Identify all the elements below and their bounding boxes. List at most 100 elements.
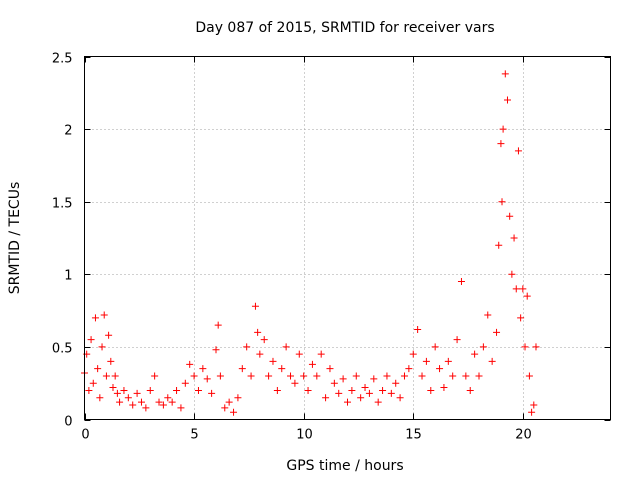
data-point [506,212,514,220]
data-point [508,270,516,278]
data-point [243,343,251,351]
data-point [177,404,185,412]
data-point [234,394,242,402]
data-point [151,372,159,380]
data-point [247,372,255,380]
data-point [427,386,435,394]
data-point [431,343,439,351]
data-point [317,350,325,358]
data-point [499,125,507,133]
data-point [155,398,163,406]
data-point [444,357,452,365]
data-point [96,394,104,402]
data-point [181,379,189,387]
data-point [278,365,286,373]
data-point [203,375,211,383]
y-tick-label: 0.5 [52,342,73,357]
data-point [387,389,395,397]
data-point [457,278,465,286]
data-point [501,70,509,78]
data-point [503,96,511,104]
data-point [370,375,378,383]
data-point [409,350,417,358]
data-point [475,372,483,380]
data-point [265,372,273,380]
y-tick-label: 2 [64,124,72,139]
data-point [532,343,540,351]
data-point [146,386,154,394]
data-point [436,365,444,373]
y-axis-label: SRMTID / TECUs [7,182,23,295]
data-point [238,365,246,373]
data-point [414,325,422,333]
data-point [94,365,102,373]
data-point [100,311,108,319]
data-point [199,365,207,373]
x-tick-label: 10 [296,428,313,443]
data-point [105,331,113,339]
data-point [173,386,181,394]
data-point [422,357,430,365]
data-point [291,379,299,387]
data-point [109,384,117,392]
data-point [214,321,222,329]
data-point [308,360,316,368]
data-point [142,404,150,412]
data-point [523,292,531,300]
data-point [168,398,176,406]
data-point [273,386,281,394]
data-point [479,343,487,351]
data-point [282,343,290,351]
data-point [326,365,334,373]
data-point [111,372,119,380]
data-point [164,394,172,402]
data-point [107,357,115,365]
data-point [495,241,503,249]
data-point [190,372,198,380]
data-point [525,372,533,380]
data-point [392,379,400,387]
data-point [137,398,145,406]
data-point [484,311,492,319]
data-point [418,372,426,380]
data-point [212,346,220,354]
data-point [449,372,457,380]
data-point [512,285,520,293]
data-point [300,372,308,380]
data-point [230,408,238,416]
data-point [124,394,132,402]
data-point [514,147,522,155]
data-point [133,389,141,397]
data-point [260,336,268,344]
data-point [251,302,259,310]
grid-lines [84,56,611,420]
data-point [98,343,106,351]
data-point [344,398,351,406]
data-point [129,401,137,409]
data-point [493,328,501,336]
axes: 0 0.5 1 1.5 2 2.5 0 5 10 15 20 [52,52,611,443]
data-point [510,234,518,242]
data-point [530,401,538,409]
x-axis-label: GPS time / hours [286,458,403,474]
y-tick-label: 1.5 [52,197,73,212]
data-point [379,386,387,394]
data-point [497,140,505,148]
x-tick-label: 0 [81,428,89,443]
x-tick-label: 5 [190,428,198,443]
data-point [216,372,224,380]
data-point [194,386,202,394]
data-point [330,379,338,387]
data-point [383,372,391,380]
data-point [335,389,343,397]
data-point [91,314,99,322]
x-tick-label: 15 [405,428,422,443]
data-point [113,389,121,397]
data-point [521,343,529,351]
data-point [256,350,264,358]
data-point [396,394,404,402]
data-point [466,386,474,394]
data-point [89,379,97,387]
data-point [462,372,470,380]
data-point [208,389,216,397]
